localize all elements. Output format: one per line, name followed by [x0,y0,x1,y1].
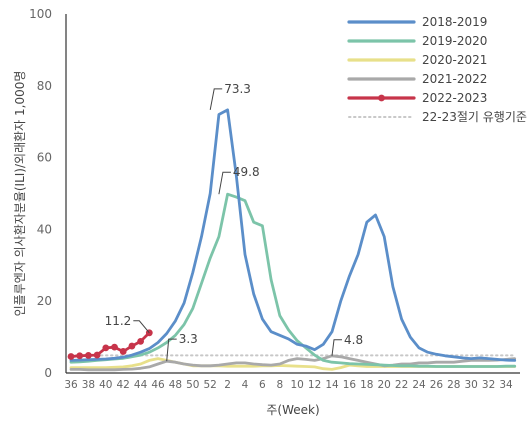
annotation-label: 73.3 [224,82,251,96]
legend-label: 2019-2020 [422,34,487,48]
annotation-leader [133,320,150,334]
series-line [69,354,517,372]
series-point [111,343,118,351]
x-tick-label: 48 [169,379,182,391]
y-tick-label: 0 [44,366,52,380]
x-tick-label: 20 [378,379,391,391]
series-line [69,192,517,368]
x-tick-label: 50 [186,379,199,391]
x-tick-label: 42 [117,379,130,391]
series-lines [67,108,517,372]
legend-marker [378,94,385,102]
x-tick-label: 32 [482,379,495,391]
x-tick-label: 6 [259,379,266,391]
legend-label: 2021-2022 [422,72,487,86]
series-point [137,338,145,345]
series-line [69,331,151,358]
x-tick-label: 52 [204,379,217,391]
y-tick-label: 100 [29,7,52,21]
x-tick-label: 44 [134,379,148,391]
x-axis-ticks: 36 38 40 42 44 46 48 50 52 2 4 6 8 10 12 14 16 18 20 22 24 26… [64,379,513,391]
y-tick-label: 40 [37,222,52,236]
series-point [119,348,127,355]
annotation-label: 11.2 [105,314,132,328]
x-tick-label: 14 [325,379,339,391]
annotation-label: 4.8 [344,333,363,347]
annotation-label: 49.8 [233,165,260,179]
x-tick-label: 28 [447,379,460,391]
series-point [128,342,136,350]
y-tick-label: 20 [37,294,52,308]
x-tick-label: 8 [276,379,283,391]
legend-label: 2020-2021 [422,53,487,67]
x-tick-label: 36 [64,379,78,391]
legend-label: 2018-2019 [422,15,487,29]
y-axis-ticks: 0 20 40 60 80 100 [29,7,52,380]
x-tick-label: 26 [430,379,444,391]
x-tick-label: 46 [151,379,165,391]
x-tick-label: 16 [343,379,357,391]
annotation-leader [166,338,177,362]
x-tick-label: 22 [395,379,408,391]
x-tick-label: 34 [499,379,513,391]
annotation-leader [209,88,223,110]
legend-label: 2022-2023 [422,91,487,105]
series-point [93,351,101,359]
x-axis-title: 주(Week) [266,403,319,417]
series-line [69,108,517,362]
y-tick-label: 60 [37,151,52,165]
x-tick-label: 30 [465,379,478,391]
x-tick-label: 12 [308,379,321,391]
series-point [76,352,84,360]
x-tick-label: 2 [224,379,231,391]
annotation-label: 3.3 [179,332,198,346]
legend: 2018-2019 2019-2020 2020-2021 2021-2022 2022… [347,15,527,124]
y-axis-title: 인플루엔자 의사환자분율(ILI)/외래환자 1,000명 [13,71,27,317]
series-point [67,353,75,360]
series-point [102,344,110,352]
annotation-leader [218,171,231,195]
y-tick-label: 80 [37,79,52,93]
legend-label: 22-23절기 유행기준 [422,109,527,124]
x-tick-label: 18 [360,379,373,391]
series-point [85,352,92,359]
x-tick-label: 4 [242,379,249,391]
x-tick-label: 10 [291,379,304,391]
annotation-leader [331,339,342,356]
x-tick-label: 38 [82,379,95,391]
x-tick-label: 40 [99,379,112,391]
x-tick-label: 24 [412,379,426,391]
data-annotations: 73.3 49.8 11.2 3.3 4.8 [105,82,363,362]
